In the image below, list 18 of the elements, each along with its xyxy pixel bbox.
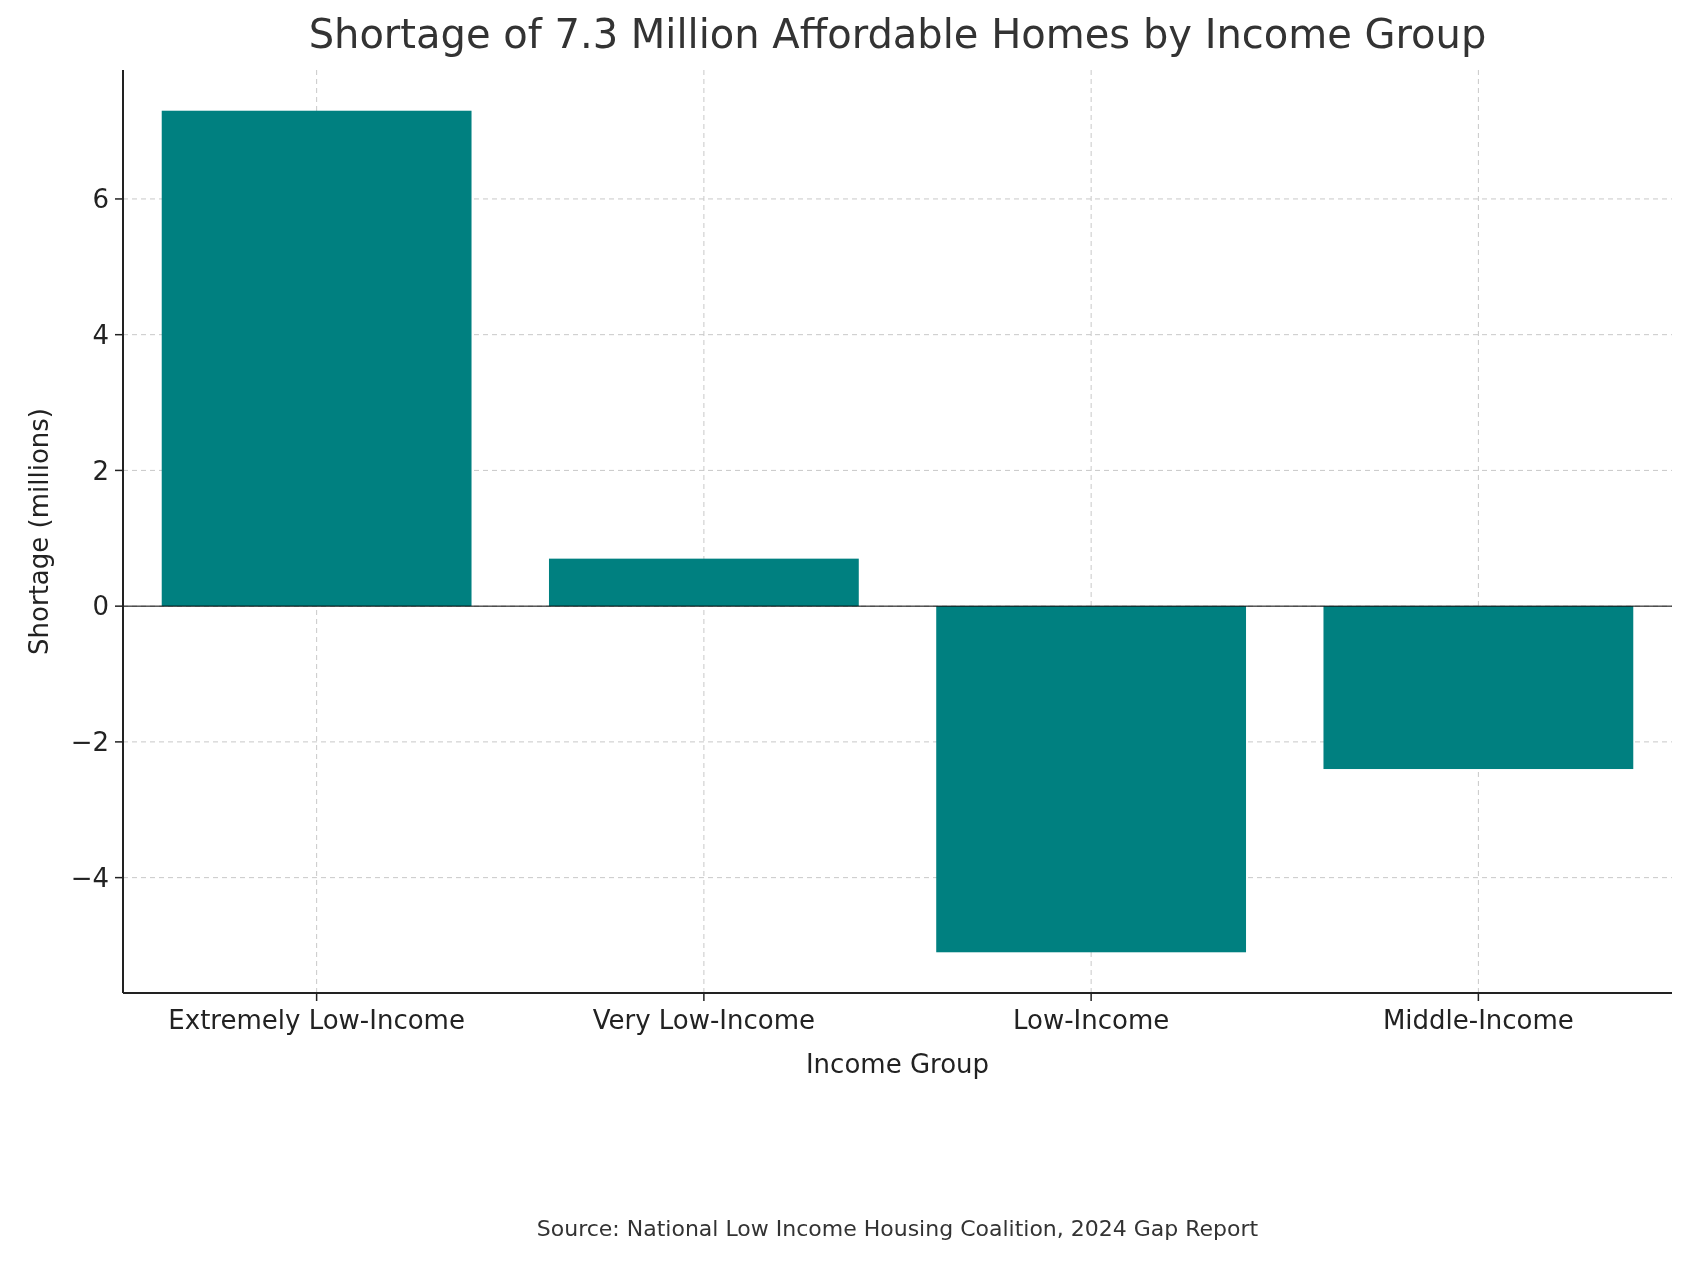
- y-tick-label: 4: [92, 319, 109, 350]
- x-tick-label: Low-Income: [1012, 1005, 1170, 1035]
- y-tick-label: 6: [92, 184, 109, 215]
- x-tick-label: Very Low-Income: [592, 1005, 816, 1035]
- source-note: Source: National Low Income Housing Coalition, 2024 Gap Report: [536, 1216, 1259, 1241]
- y-tick-label: 0: [92, 591, 109, 622]
- x-axis-title: Income Group: [805, 1049, 990, 1079]
- bar: [1323, 606, 1634, 770]
- x-tick-label: Middle-Income: [1382, 1005, 1574, 1035]
- bar: [548, 558, 859, 607]
- y-tick-label: −4: [70, 862, 109, 893]
- x-tick-label: Extremely Low-Income: [168, 1005, 465, 1035]
- y-tick-label: −2: [70, 726, 109, 757]
- y-axis-title: Shortage (millions): [24, 408, 54, 655]
- chart-title: Shortage of 7.3 Million Affordable Homes by Income Group: [308, 11, 1487, 57]
- y-tick-label: 2: [92, 455, 109, 486]
- bar: [936, 606, 1247, 953]
- bar: [161, 110, 472, 607]
